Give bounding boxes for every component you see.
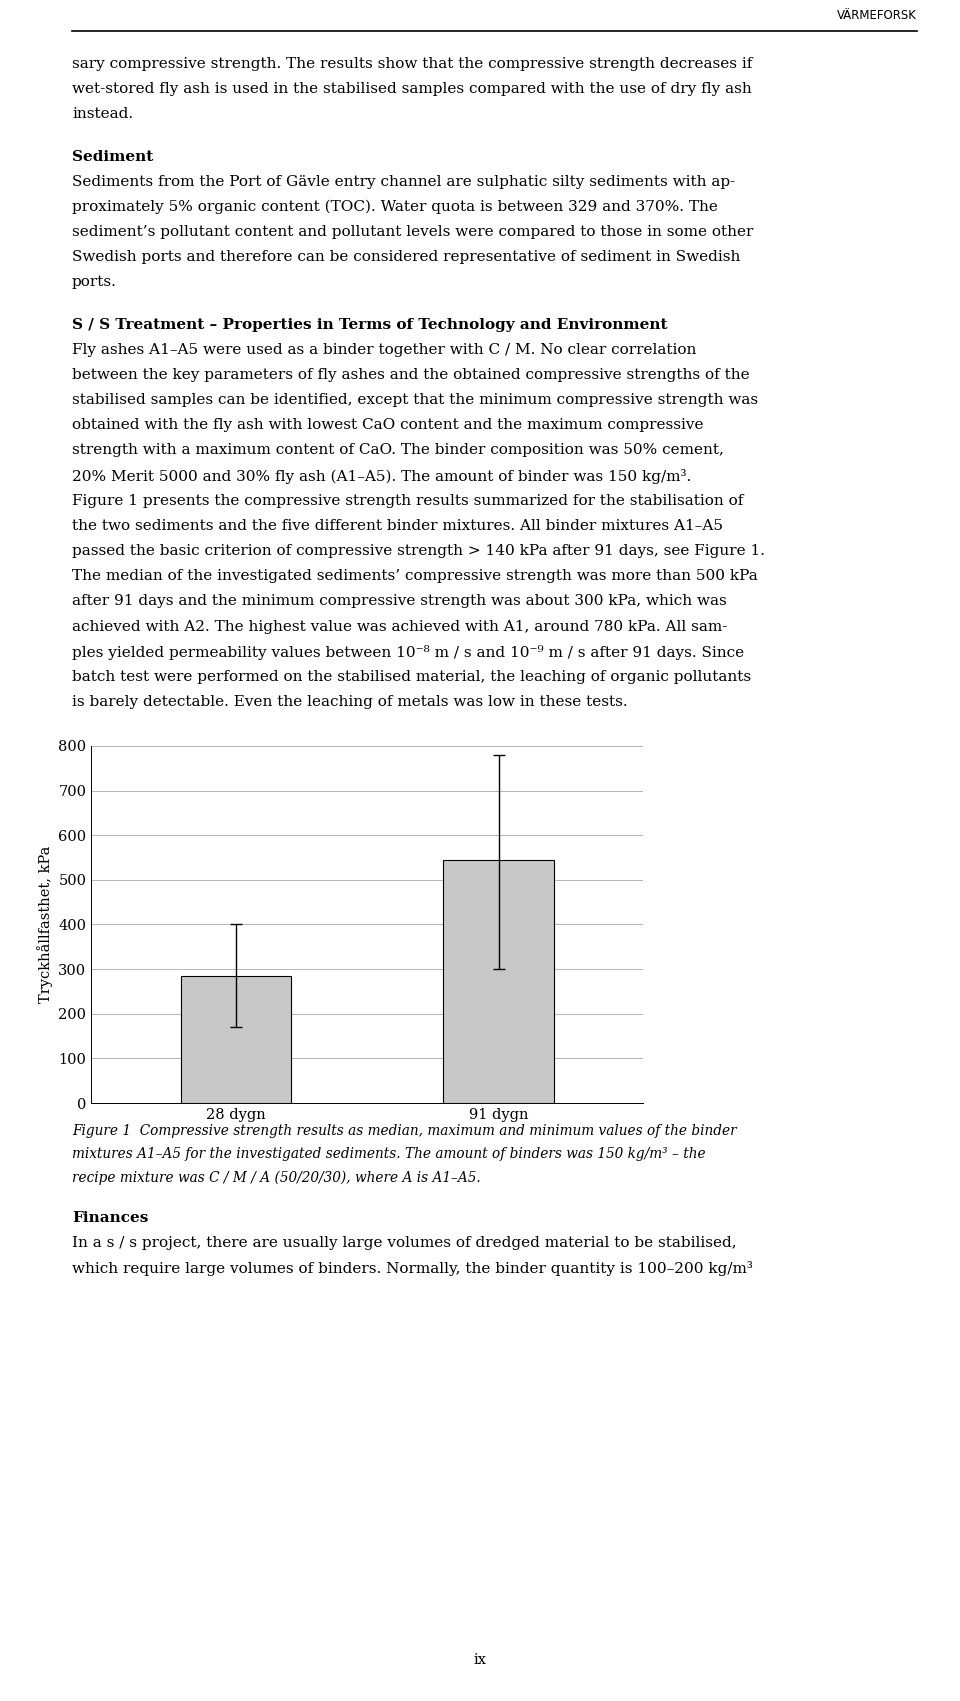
Text: strength with a maximum content of CaO. The binder composition was 50% cement,: strength with a maximum content of CaO. … [72, 444, 724, 458]
Text: batch test were performed on the stabilised material, the leaching of organic po: batch test were performed on the stabili… [72, 670, 751, 684]
Bar [180, 976, 291, 1104]
Text: Sediment: Sediment [72, 150, 154, 163]
Text: stabilised samples can be identified, except that the minimum compressive streng: stabilised samples can be identified, ex… [72, 393, 758, 407]
Text: the two sediments and the five different binder mixtures. All binder mixtures A1: the two sediments and the five different… [72, 519, 723, 532]
Text: recipe mixture was C / M / A (50/20/30), where A is A1–A5.: recipe mixture was C / M / A (50/20/30),… [72, 1170, 481, 1186]
Text: proximately 5% organic content (TOC). Water quota is between 329 and 370%. The: proximately 5% organic content (TOC). Wa… [72, 201, 718, 214]
Text: Figure 1  Compressive strength results as median, maximum and minimum values of : Figure 1 Compressive strength results as… [72, 1124, 736, 1138]
Text: Finances: Finances [72, 1211, 149, 1225]
Text: is barely detectable. Even the leaching of metals was low in these tests.: is barely detectable. Even the leaching … [72, 696, 628, 709]
Text: mixtures A1–A5 for the investigated sediments. The amount of binders was 150 kg/: mixtures A1–A5 for the investigated sedi… [72, 1146, 706, 1162]
Text: obtained with the fly ash with lowest CaO content and the maximum compressive: obtained with the fly ash with lowest Ca… [72, 418, 704, 432]
Text: ports.: ports. [72, 276, 117, 289]
Text: passed the basic criterion of compressive strength > 140 kPa after 91 days, see : passed the basic criterion of compressiv… [72, 544, 765, 558]
Text: which require large volumes of binders. Normally, the binder quantity is 100–200: which require large volumes of binders. … [72, 1262, 753, 1276]
Text: Figure 1 presents the compressive strength results summarized for the stabilisat: Figure 1 presents the compressive streng… [72, 493, 743, 509]
Text: ples yielded permeability values between 10⁻⁸ m / s and 10⁻⁹ m / s after 91 days: ples yielded permeability values between… [72, 645, 744, 660]
Text: Swedish ports and therefore can be considered representative of sediment in Swed: Swedish ports and therefore can be consi… [72, 250, 740, 264]
Text: after 91 days and the minimum compressive strength was about 300 kPa, which was: after 91 days and the minimum compressiv… [72, 595, 727, 609]
Text: S / S Treatment – Properties in Terms of Technology and Environment: S / S Treatment – Properties in Terms of… [72, 318, 667, 332]
Text: wet-stored fly ash is used in the stabilised samples compared with the use of dr: wet-stored fly ash is used in the stabil… [72, 82, 752, 97]
Text: ix: ix [473, 1653, 487, 1667]
Text: 20% Merit 5000 and 30% fly ash (A1–A5). The amount of binder was 150 kg/m³.: 20% Merit 5000 and 30% fly ash (A1–A5). … [72, 469, 691, 483]
Text: between the key parameters of fly ashes and the obtained compressive strengths o: between the key parameters of fly ashes … [72, 367, 750, 383]
Text: sediment’s pollutant content and pollutant levels were compared to those in some: sediment’s pollutant content and polluta… [72, 225, 754, 240]
Text: achieved with A2. The highest value was achieved with A1, around 780 kPa. All sa: achieved with A2. The highest value was … [72, 619, 728, 634]
Bar [444, 859, 554, 1104]
Text: The median of the investigated sediments’ compressive strength was more than 500: The median of the investigated sediments… [72, 570, 757, 583]
Text: VÄRMEFORSK: VÄRMEFORSK [837, 9, 917, 22]
Text: In a s / s project, there are usually large volumes of dredged material to be st: In a s / s project, there are usually la… [72, 1237, 736, 1250]
Text: instead.: instead. [72, 107, 133, 121]
Text: sary compressive strength. The results show that the compressive strength decrea: sary compressive strength. The results s… [72, 58, 753, 71]
Text: Sediments from the Port of Gävle entry channel are sulphatic silty sediments wit: Sediments from the Port of Gävle entry c… [72, 175, 735, 189]
Y-axis label: Tryckhållfasthet, kPa: Tryckhållfasthet, kPa [36, 845, 53, 1004]
Text: Fly ashes A1–A5 were used as a binder together with C / M. No clear correlation: Fly ashes A1–A5 were used as a binder to… [72, 344, 696, 357]
